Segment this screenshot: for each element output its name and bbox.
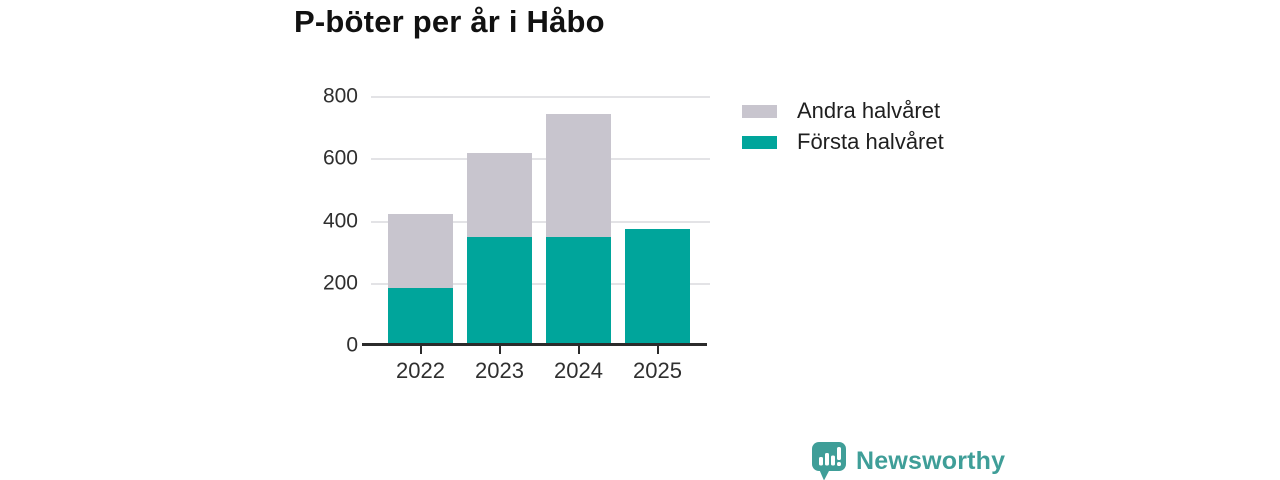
legend-label-andra-halvaret: Andra halvåret — [797, 98, 941, 123]
bar-2024-second_half — [546, 114, 611, 238]
x-axis-label-2024: 2024 — [554, 358, 603, 383]
legend-label-forsta-halvaret: Första halvåret — [797, 129, 944, 154]
x-axis-tick-2022 — [419, 346, 422, 354]
bar-2023-first_half — [467, 237, 532, 346]
bar-2025-first_half — [625, 229, 690, 346]
x-axis-tick-2025 — [656, 346, 659, 354]
bar-2022-first_half — [388, 288, 453, 346]
y-axis-label-400: 400 — [322, 209, 358, 233]
x-axis-label-2025: 2025 — [633, 358, 682, 383]
gridline-600 — [371, 158, 710, 161]
legend-swatch-andra-halvaret — [742, 104, 777, 118]
legend-item-forsta-halvaret: Första halvåret — [742, 129, 944, 154]
newsworthy-wordmark: Newsworthy — [856, 446, 1006, 475]
x-axis-tick-2024 — [577, 346, 580, 354]
legend: Andra halvåret Första halvåret — [742, 98, 944, 154]
gridline-400 — [371, 220, 710, 223]
gridline-200 — [371, 282, 710, 285]
newsworthy-logo: Newsworthy — [810, 441, 1005, 480]
y-axis-label-0: 0 — [346, 333, 358, 357]
legend-item-andra-halvaret: Andra halvåret — [742, 98, 944, 123]
x-axis-label-2023: 2023 — [475, 358, 524, 383]
y-axis-label-800: 800 — [322, 84, 358, 108]
x-axis-line — [362, 343, 707, 346]
bar-2024-first_half — [546, 237, 611, 346]
bar-2023-second_half — [467, 153, 532, 238]
plot-area: 0 200 400 600 800 2022 2023 2024 2025 — [323, 85, 710, 383]
y-axis-label-200: 200 — [322, 271, 358, 295]
legend-swatch-forsta-halvaret — [742, 135, 777, 149]
x-axis-label-2022: 2022 — [396, 358, 445, 383]
newsworthy-bar-chart-bubble-icon — [812, 442, 846, 480]
chart-title: P-böter per år i Håbo — [294, 4, 605, 39]
gridline-800 — [371, 96, 710, 98]
bar-2022-second_half — [388, 213, 453, 289]
y-axis-label-600: 600 — [322, 146, 358, 170]
x-axis-tick-2023 — [498, 346, 501, 354]
